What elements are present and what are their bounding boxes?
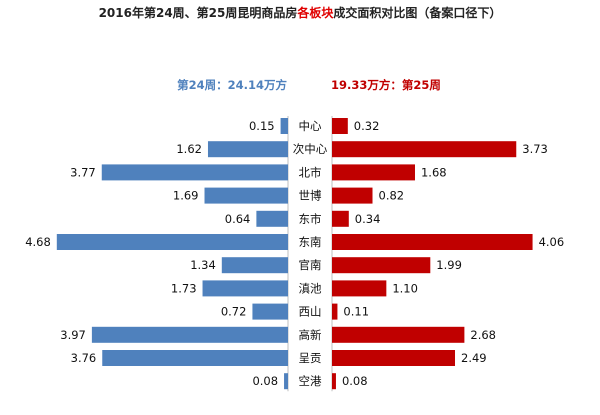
label-week25-11: 0.08 bbox=[342, 374, 368, 388]
bar-week25-2 bbox=[332, 164, 415, 181]
bar-week25-3 bbox=[332, 187, 373, 204]
bar-week25-6 bbox=[332, 257, 431, 274]
bar-week24-10 bbox=[102, 350, 288, 366]
label-week24-11: 0.08 bbox=[252, 374, 278, 388]
label-week24-3: 1.69 bbox=[173, 189, 199, 203]
bar-week25-0 bbox=[332, 118, 348, 134]
label-week24-7: 1.73 bbox=[171, 281, 197, 295]
label-week24-2: 3.77 bbox=[70, 165, 96, 179]
category-label-8: 西山 bbox=[299, 305, 322, 319]
label-week25-0: 0.32 bbox=[354, 119, 380, 133]
bar-week24-1 bbox=[207, 141, 288, 158]
label-week25-2: 1.68 bbox=[421, 165, 447, 179]
bar-week25-1 bbox=[332, 141, 517, 158]
category-label-11: 空港 bbox=[299, 374, 322, 388]
bar-week24-6 bbox=[221, 257, 288, 274]
category-label-2: 北市 bbox=[299, 165, 322, 179]
category-label-4: 东市 bbox=[299, 212, 322, 226]
category-label-10: 呈贡 bbox=[299, 351, 322, 365]
chart-title-highlight: 各板块 bbox=[296, 5, 334, 20]
label-week25-9: 2.68 bbox=[470, 328, 496, 342]
category-label-5: 东南 bbox=[299, 235, 322, 249]
label-week25-7: 1.10 bbox=[392, 281, 418, 295]
bar-week25-5 bbox=[332, 234, 533, 250]
category-label-0: 中心 bbox=[299, 119, 322, 133]
label-week24-1: 1.62 bbox=[176, 142, 202, 156]
label-week24-9: 3.97 bbox=[60, 328, 86, 342]
label-week25-4: 0.34 bbox=[355, 212, 381, 226]
bar-week25-8 bbox=[332, 303, 338, 320]
label-week25-5: 4.06 bbox=[539, 235, 565, 249]
label-week24-4: 0.64 bbox=[225, 212, 251, 226]
label-week25-1: 3.73 bbox=[522, 142, 548, 156]
category-label-6: 官南 bbox=[299, 258, 322, 272]
bar-week25-4 bbox=[332, 210, 349, 227]
label-week25-6: 1.99 bbox=[436, 258, 462, 272]
category-label-3: 世博 bbox=[299, 189, 322, 203]
label-week24-6: 1.34 bbox=[190, 258, 216, 272]
bar-week24-8 bbox=[252, 303, 288, 320]
category-label-9: 高新 bbox=[299, 328, 322, 342]
category-label-7: 滇池 bbox=[299, 281, 322, 295]
bar-week25-11 bbox=[332, 373, 336, 390]
bar-week24-2 bbox=[101, 164, 289, 181]
chart-title-part-2: 成交面积对比图（备案口径下） bbox=[333, 5, 501, 20]
bar-week24-5 bbox=[56, 234, 288, 250]
label-week24-5: 4.68 bbox=[25, 235, 51, 249]
bar-week24-0 bbox=[280, 118, 288, 134]
bar-week24-3 bbox=[204, 187, 288, 204]
bar-week25-7 bbox=[332, 280, 387, 297]
bar-week25-9 bbox=[332, 326, 465, 343]
label-week24-8: 0.72 bbox=[221, 305, 247, 319]
chart-title-part-1: 2016年第24周、第25周昆明商品房 bbox=[99, 5, 298, 20]
bar-week24-4 bbox=[256, 210, 288, 227]
left-series-header: 第24周：24.14万方 bbox=[177, 78, 287, 92]
bar-week24-11 bbox=[284, 373, 288, 390]
chart-title: 2016年第24周、第25周昆明商品房各板块成交面积对比图（备案口径下） bbox=[99, 5, 502, 20]
label-week24-10: 3.76 bbox=[71, 351, 97, 365]
bar-week24-9 bbox=[91, 326, 288, 343]
bars-group: 0.15 中心 0.32 1.62 次中心 3.73 3.77 北市 1.68 1.69 世博 0.8… bbox=[25, 116, 565, 392]
label-week25-3: 0.82 bbox=[379, 189, 405, 203]
bar-week25-10 bbox=[332, 350, 456, 366]
label-week24-0: 0.15 bbox=[249, 119, 275, 133]
bar-week24-7 bbox=[202, 280, 288, 297]
right-series-header: 19.33万方：第25周 bbox=[331, 78, 441, 92]
label-week25-10: 2.49 bbox=[461, 351, 487, 365]
label-week25-8: 0.11 bbox=[343, 305, 369, 319]
category-label-1: 次中心 bbox=[293, 142, 328, 156]
